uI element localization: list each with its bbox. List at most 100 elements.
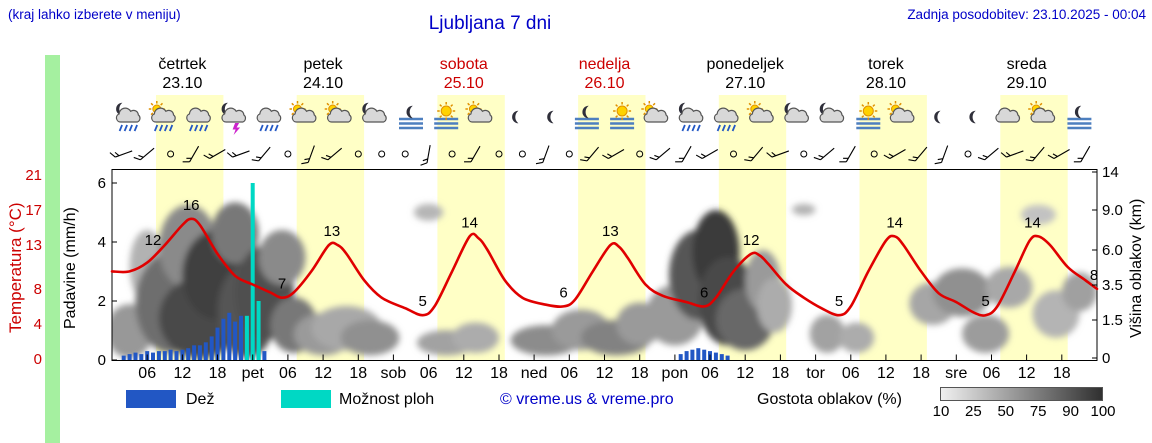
rain-bar bbox=[151, 352, 155, 360]
weather-icon-sun-cloud bbox=[465, 101, 493, 123]
rain-bar bbox=[233, 321, 238, 360]
weather-icon-moon-cloud bbox=[819, 102, 845, 123]
x-tick-label: 18 bbox=[349, 365, 367, 382]
cloud-scale-value: 90 bbox=[1062, 403, 1079, 420]
weather-icon-sun-cloud-rain bbox=[148, 101, 176, 132]
cloud-scale-value: 50 bbox=[997, 403, 1015, 420]
x-tick-label: 18 bbox=[772, 365, 790, 382]
left-green-strip bbox=[45, 55, 60, 443]
wind-barb-icon bbox=[977, 147, 999, 161]
x-tick-label: ned bbox=[521, 365, 548, 382]
wind-calm-icon bbox=[964, 150, 972, 158]
cloud-blob bbox=[792, 203, 816, 216]
day-header-sreda: sreda 29.10 bbox=[956, 55, 1097, 93]
x-tick-label: 12 bbox=[174, 365, 192, 382]
day-header-petek: petek 24.10 bbox=[253, 55, 394, 93]
wind-barb-icon bbox=[934, 145, 949, 165]
x-tick-label: 12 bbox=[736, 365, 754, 382]
rain-bar bbox=[696, 348, 701, 360]
wind-barb-icon bbox=[602, 149, 625, 159]
weather-icon-moon-cloud bbox=[362, 102, 387, 123]
showers-legend-swatch bbox=[281, 390, 331, 408]
wind-barb-icon bbox=[226, 150, 250, 158]
rain-bar bbox=[197, 345, 202, 361]
wind-barb-icon bbox=[1073, 145, 1091, 163]
weather-icon-fog-sun bbox=[610, 102, 635, 130]
rain-bar bbox=[121, 355, 126, 360]
wind-barb-icon bbox=[649, 147, 671, 161]
weather-icon-moon-cloud-rain bbox=[678, 102, 704, 132]
x-tick-label: sre bbox=[945, 365, 967, 382]
temp-tick: 4 bbox=[34, 316, 42, 333]
rain-bar bbox=[678, 354, 683, 360]
wind-barb-icon bbox=[883, 149, 906, 159]
temp-label: 5 bbox=[981, 293, 989, 310]
weather-icon-sun-cloud bbox=[746, 101, 774, 123]
cloud-blob bbox=[452, 322, 499, 353]
page-title: Ljubljana 7 dni bbox=[428, 13, 552, 34]
x-tick-label: 18 bbox=[631, 365, 649, 382]
rain-bar bbox=[702, 349, 707, 360]
wind-barb-icon bbox=[203, 149, 226, 159]
precip-tick: 2 bbox=[98, 293, 106, 310]
rain-bar bbox=[719, 354, 724, 360]
x-tick-label: 18 bbox=[490, 365, 508, 382]
rain-bar bbox=[162, 351, 167, 360]
temperature-curve bbox=[110, 217, 1099, 317]
precip-tick: 6 bbox=[98, 175, 106, 192]
rain-bar bbox=[203, 342, 208, 360]
temperature-value-labels: 12 16 7 13 5 14 6 13 6 12 5 14 5 14 8 bbox=[145, 197, 1099, 310]
shower-bar bbox=[250, 183, 255, 360]
wind-calm-icon bbox=[495, 150, 503, 158]
precip-tick: 0 bbox=[98, 352, 106, 369]
day-date: 29.10 bbox=[1006, 75, 1047, 92]
wind-row bbox=[109, 145, 1091, 166]
weather-icons-row bbox=[115, 101, 1092, 135]
temp-label: 16 bbox=[183, 197, 200, 214]
x-tick-label: 06 bbox=[701, 365, 719, 382]
cloud-blob bbox=[932, 268, 992, 317]
x-tick-label: pon bbox=[662, 365, 689, 382]
x-tick-label: 06 bbox=[420, 365, 438, 382]
cloud-scale-value: 25 bbox=[965, 403, 982, 420]
rain-bar bbox=[156, 351, 161, 360]
day-date: 26.10 bbox=[584, 75, 625, 92]
rain-bar bbox=[725, 355, 730, 360]
day-header-torek: torek 28.10 bbox=[816, 55, 957, 93]
temp-label: 8 bbox=[1090, 267, 1098, 284]
weather-icon-moon bbox=[512, 110, 519, 124]
rain-bar bbox=[227, 312, 232, 360]
x-tick-label: pet bbox=[242, 365, 265, 382]
wind-calm-icon bbox=[401, 150, 409, 158]
credit-link[interactable]: © vreme.us & vreme.pro bbox=[500, 391, 674, 408]
temp-label: 12 bbox=[743, 232, 760, 249]
cloud-height-ticks: 14 9.0 6.0 3.5 1.5 0 bbox=[1092, 164, 1123, 367]
wind-barb-icon bbox=[182, 145, 200, 163]
x-tick-label: 12 bbox=[877, 365, 895, 382]
temp-tick: 13 bbox=[25, 237, 42, 254]
wind-calm-icon bbox=[565, 150, 573, 158]
day-name: ponedeljek bbox=[706, 56, 784, 73]
wind-barb-icon bbox=[839, 145, 856, 163]
temp-label: 5 bbox=[419, 293, 427, 310]
weather-icon-sun-cloud bbox=[641, 101, 669, 123]
x-tick-label: 12 bbox=[314, 365, 332, 382]
wind-barb-icon bbox=[321, 147, 343, 161]
cloud-tick: 1.5 bbox=[1102, 312, 1123, 329]
temp-label: 5 bbox=[835, 293, 843, 310]
shower-bars bbox=[244, 183, 261, 361]
day-date: 28.10 bbox=[865, 75, 906, 92]
location-hint: (kraj lahko izberete v meniju) bbox=[8, 7, 181, 22]
day-header-ponedeljek: ponedeljek 27.10 bbox=[675, 55, 816, 93]
showers-legend-label: Možnost ploh bbox=[339, 391, 435, 408]
day-name: četrtek bbox=[158, 56, 207, 73]
cloud-tick: 6.0 bbox=[1102, 242, 1123, 259]
weather-icon-cloud-rain bbox=[713, 107, 739, 132]
rain-bar bbox=[262, 351, 267, 360]
cloud-blob bbox=[756, 278, 793, 333]
weather-icon-sun-cloud bbox=[324, 101, 352, 123]
cloud-density-scale-bar bbox=[940, 387, 1103, 401]
day-date: 24.10 bbox=[303, 75, 344, 92]
temp-label: 13 bbox=[324, 223, 341, 240]
